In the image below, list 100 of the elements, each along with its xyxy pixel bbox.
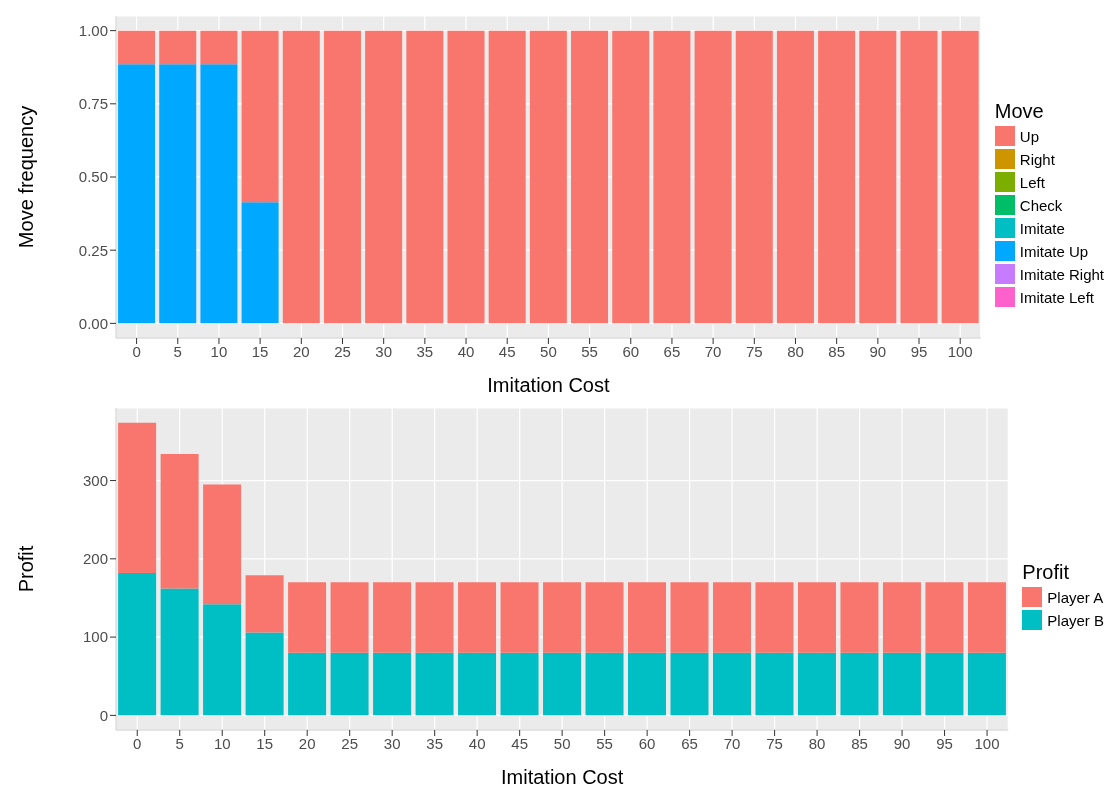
x-tick-label: 45 [511,734,528,752]
legend-label: Up [1019,127,1039,145]
x-tick-label: 80 [808,734,826,752]
x-tick-label: 40 [468,734,486,752]
bar [488,30,526,324]
x-tick-label: 20 [298,734,316,752]
bar [628,652,667,716]
bar [323,30,361,324]
bar [882,582,921,653]
bar [288,582,327,653]
x-tick-label: 25 [341,734,359,752]
bar [529,30,567,324]
bar [543,582,582,653]
bar [458,582,497,653]
bar [628,582,667,653]
x-tick-label: 65 [681,734,698,752]
legend-label: Imitate [1019,219,1065,237]
bar [160,588,199,716]
legend-label: Imitate Up [1019,242,1089,260]
x-tick-label: 10 [210,342,228,360]
x-tick-label: 20 [292,342,310,360]
x-tick-label: 80 [787,342,804,360]
bar [755,582,794,653]
bar [406,30,444,324]
bar [712,652,751,716]
bar [365,30,403,324]
bar [967,652,1006,716]
legend-label: Player A [1047,588,1104,606]
bar [245,632,284,716]
bar [159,30,197,65]
x-tick-label: 70 [704,342,722,360]
legend-label: Left [1019,173,1045,191]
bar [500,652,539,716]
x-tick-label: 90 [869,342,887,360]
bar [241,202,279,324]
bar [159,64,197,324]
x-tick-label: 0 [133,734,142,752]
bar [653,30,691,324]
bar [415,652,454,716]
bar [585,652,624,716]
x-tick-label: 95 [910,342,928,360]
bar [925,652,964,716]
bar [245,575,284,633]
y-tick-label: 200 [82,550,108,568]
bar [118,422,157,573]
legend-label: Check [1019,196,1063,214]
bar [415,582,454,653]
y-tick-label: 0.50 [78,168,108,186]
x-tick-label: 30 [375,342,393,360]
bar [458,652,497,716]
x-tick-label: 95 [936,734,953,752]
bar [670,652,709,716]
bar [330,652,369,716]
bar [500,582,539,653]
x-tick-label: 55 [581,342,598,360]
bar [585,582,624,653]
bar [859,30,897,324]
legend-title: Profit [1022,560,1070,584]
legend-title: Move [994,99,1045,123]
x-tick-label: 75 [766,734,783,752]
x-tick-label: 70 [723,734,741,752]
bar [670,582,709,653]
bar [118,64,156,324]
x-tick-label: 55 [596,734,613,752]
bar [373,582,412,653]
x-tick-label: 65 [663,342,681,360]
x-tick-label: 60 [638,734,656,752]
x-tick-label: 85 [828,342,846,360]
bar [612,30,650,324]
x-tick-label: 35 [416,342,434,360]
bar [818,30,856,324]
x-tick-label: 15 [251,342,269,360]
bar [900,30,938,324]
legend-label: Imitate Left [1019,288,1094,306]
x-tick-label: 50 [540,342,557,360]
bar [203,604,242,716]
x-tick-label: 45 [498,342,516,360]
x-tick-label: 5 [175,734,184,752]
y-tick-label: 0 [99,706,108,724]
bar [288,652,327,716]
y-axis-title: Profit [15,545,38,593]
bar [571,30,609,324]
y-tick-label: 1.00 [78,21,108,39]
x-tick-label: 30 [383,734,401,752]
bar [203,484,242,605]
bar [967,582,1006,653]
bar [118,572,157,716]
legend-label: Player B [1047,611,1104,629]
x-axis-title: Imitation Cost [487,374,610,396]
legend-label: Right [1019,150,1055,168]
y-tick-label: 0.75 [78,95,108,113]
x-tick-label: 50 [553,734,571,752]
x-tick-label: 5 [173,342,182,360]
y-axis-title: Move frequency [15,105,38,249]
bar [373,652,412,716]
x-tick-label: 75 [745,342,763,360]
bar [840,582,879,653]
bar [882,652,921,716]
x-tick-label: 100 [947,342,973,360]
y-tick-label: 0.00 [78,314,108,332]
